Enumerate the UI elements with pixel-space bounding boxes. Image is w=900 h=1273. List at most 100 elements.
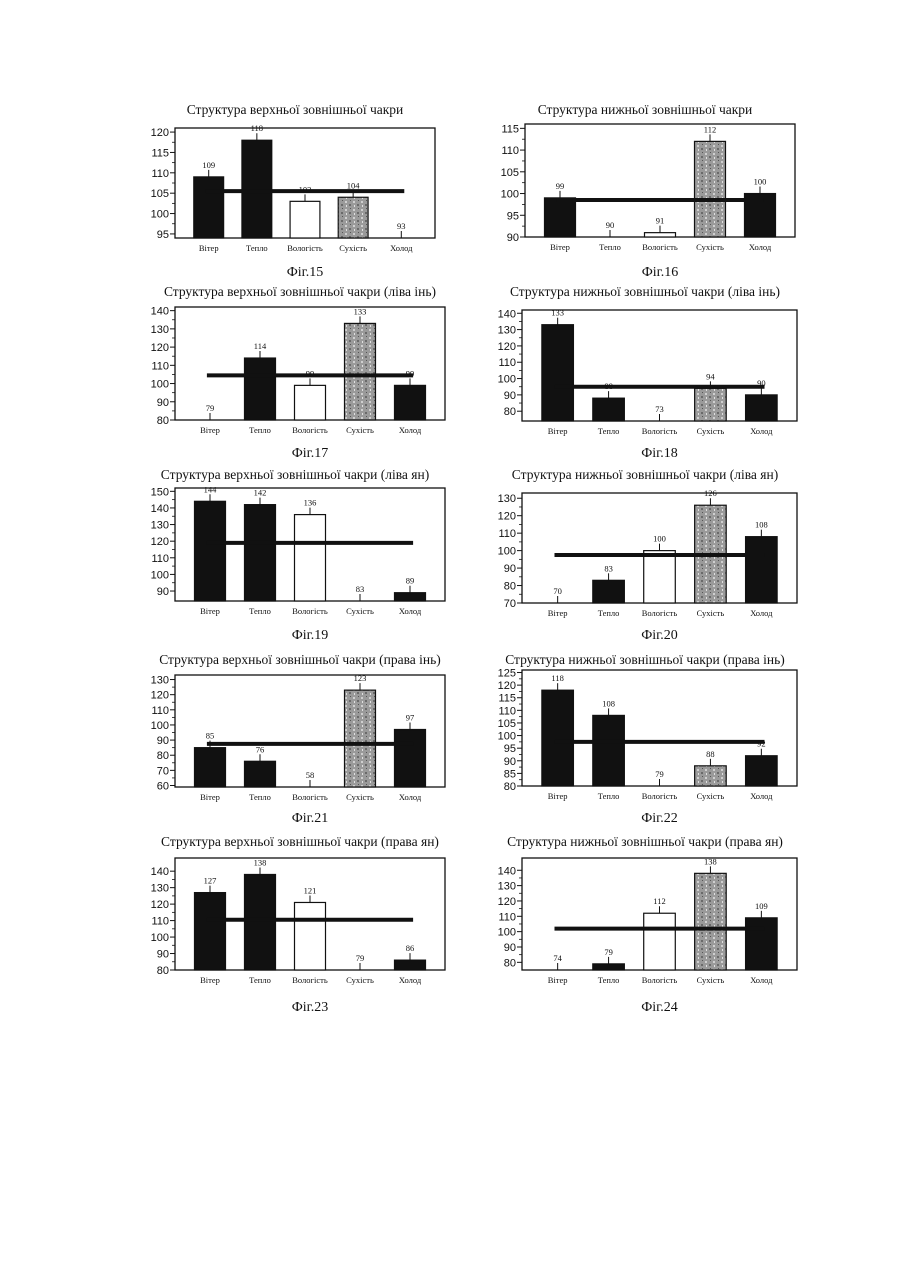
bar-Холод (746, 756, 778, 786)
bar-Вітер (195, 893, 226, 970)
y-tick-label: 110 (498, 705, 516, 717)
y-tick-label: 105 (151, 188, 169, 200)
value-label: 136 (304, 498, 317, 508)
bar-Вологість (295, 902, 326, 970)
y-tick-label: 120 (498, 896, 516, 908)
category-label: Вітер (550, 242, 570, 252)
value-label: 108 (755, 520, 768, 530)
y-tick-label: 70 (504, 598, 516, 610)
category-label: Сухість (697, 426, 725, 436)
bar-Холод (395, 385, 426, 420)
y-tick-label: 105 (501, 167, 519, 179)
chart-title: Структура нижньої зовнішньої чакри (прав… (505, 652, 785, 667)
category-label: Вітер (200, 792, 220, 802)
y-tick-label: 90 (504, 756, 516, 768)
bar-Вологість (644, 913, 676, 970)
bar-Вітер (545, 198, 576, 237)
bar-Вологість (645, 233, 676, 237)
figure-caption: Фіг.20 (641, 628, 678, 643)
value-label: 126 (704, 488, 717, 498)
y-tick-label: 120 (151, 342, 169, 354)
y-tick-label: 100 (151, 569, 169, 581)
value-label: 79 (206, 403, 215, 413)
y-tick-label: 80 (504, 781, 516, 793)
y-tick-label: 110 (498, 911, 516, 923)
category-label: Вологість (287, 243, 323, 253)
bar-Тепло (593, 398, 625, 421)
y-tick-label: 70 (157, 765, 169, 777)
y-tick-label: 115 (498, 693, 516, 705)
chart-title: Структура верхньої зовнішньої чакри (пра… (161, 834, 439, 849)
value-label: 121 (304, 885, 317, 895)
y-tick-label: 90 (157, 586, 169, 598)
y-tick-label: 110 (151, 705, 169, 717)
value-label: 142 (254, 488, 267, 498)
category-label: Вологість (292, 606, 328, 616)
fig20-chart: Структура нижньої зовнішньої чакри (ліва… (498, 467, 797, 643)
category-label: Тепло (249, 975, 271, 985)
y-tick-label: 90 (157, 735, 169, 747)
category-label: Тепло (598, 975, 620, 985)
y-tick-label: 90 (504, 563, 516, 575)
y-tick-label: 90 (507, 232, 519, 244)
figure-caption: Фіг.21 (292, 811, 329, 826)
category-label: Вітер (548, 975, 568, 985)
value-label: 74 (553, 953, 562, 963)
bar-Холод (746, 918, 778, 970)
bar-Вітер (194, 177, 224, 238)
category-label: Холод (750, 975, 773, 985)
y-tick-label: 90 (157, 949, 169, 961)
category-label: Сухість (346, 425, 374, 435)
category-label: Тепло (246, 243, 268, 253)
y-tick-label: 95 (504, 743, 516, 755)
category-label: Тепло (598, 426, 620, 436)
category-label: Тепло (599, 242, 621, 252)
figure-caption: Фіг.17 (292, 446, 329, 461)
y-tick-label: 100 (151, 720, 169, 732)
bar-Вітер (195, 501, 226, 601)
value-label: 97 (406, 712, 415, 722)
bar-Сухість (345, 690, 376, 787)
value-label: 83 (604, 563, 613, 573)
y-tick-label: 110 (498, 357, 516, 369)
category-label: Холод (750, 791, 773, 801)
y-tick-label: 100 (498, 927, 516, 939)
category-label: Сухість (339, 243, 367, 253)
chart-title: Структура нижньої зовнішньої чакри (прав… (507, 834, 783, 849)
value-label: 79 (604, 947, 613, 957)
y-tick-label: 120 (151, 899, 169, 911)
y-tick-label: 130 (498, 881, 516, 893)
bar-Холод (395, 729, 426, 787)
category-label: Холод (399, 975, 422, 985)
y-tick-label: 105 (498, 718, 516, 730)
y-tick-label: 95 (157, 229, 169, 241)
y-tick-label: 130 (151, 520, 169, 532)
y-tick-label: 80 (504, 957, 516, 969)
bar-Вологість (290, 201, 320, 238)
figure-caption: Фіг.22 (641, 811, 678, 826)
category-label: Сухість (697, 608, 725, 618)
category-label: Вологість (292, 425, 328, 435)
value-label: 90 (606, 220, 615, 230)
bar-Тепло (242, 140, 272, 238)
bar-Сухість (338, 197, 368, 238)
value-label: 88 (706, 749, 715, 759)
category-label: Вологість (642, 426, 678, 436)
y-tick-label: 90 (504, 390, 516, 402)
category-label: Сухість (346, 606, 374, 616)
y-tick-label: 100 (151, 209, 169, 221)
bar-Холод (746, 537, 778, 603)
category-label: Вологість (642, 242, 678, 252)
category-label: Тепло (598, 608, 620, 618)
figure-caption: Фіг.18 (641, 446, 678, 461)
category-label: Тепло (249, 792, 271, 802)
chart-title: Структура верхньої зовнішньої чакри (187, 102, 404, 117)
category-label: Сухість (697, 975, 725, 985)
fig18-chart: Структура нижньої зовнішньої чакри (ліва… (498, 284, 797, 461)
bar-Вітер (542, 690, 574, 786)
y-tick-label: 120 (498, 680, 516, 692)
bar-Холод (395, 593, 426, 601)
chart-title: Структура верхньої зовнішньої чакри (лів… (164, 284, 436, 299)
value-label: 93 (397, 221, 406, 231)
